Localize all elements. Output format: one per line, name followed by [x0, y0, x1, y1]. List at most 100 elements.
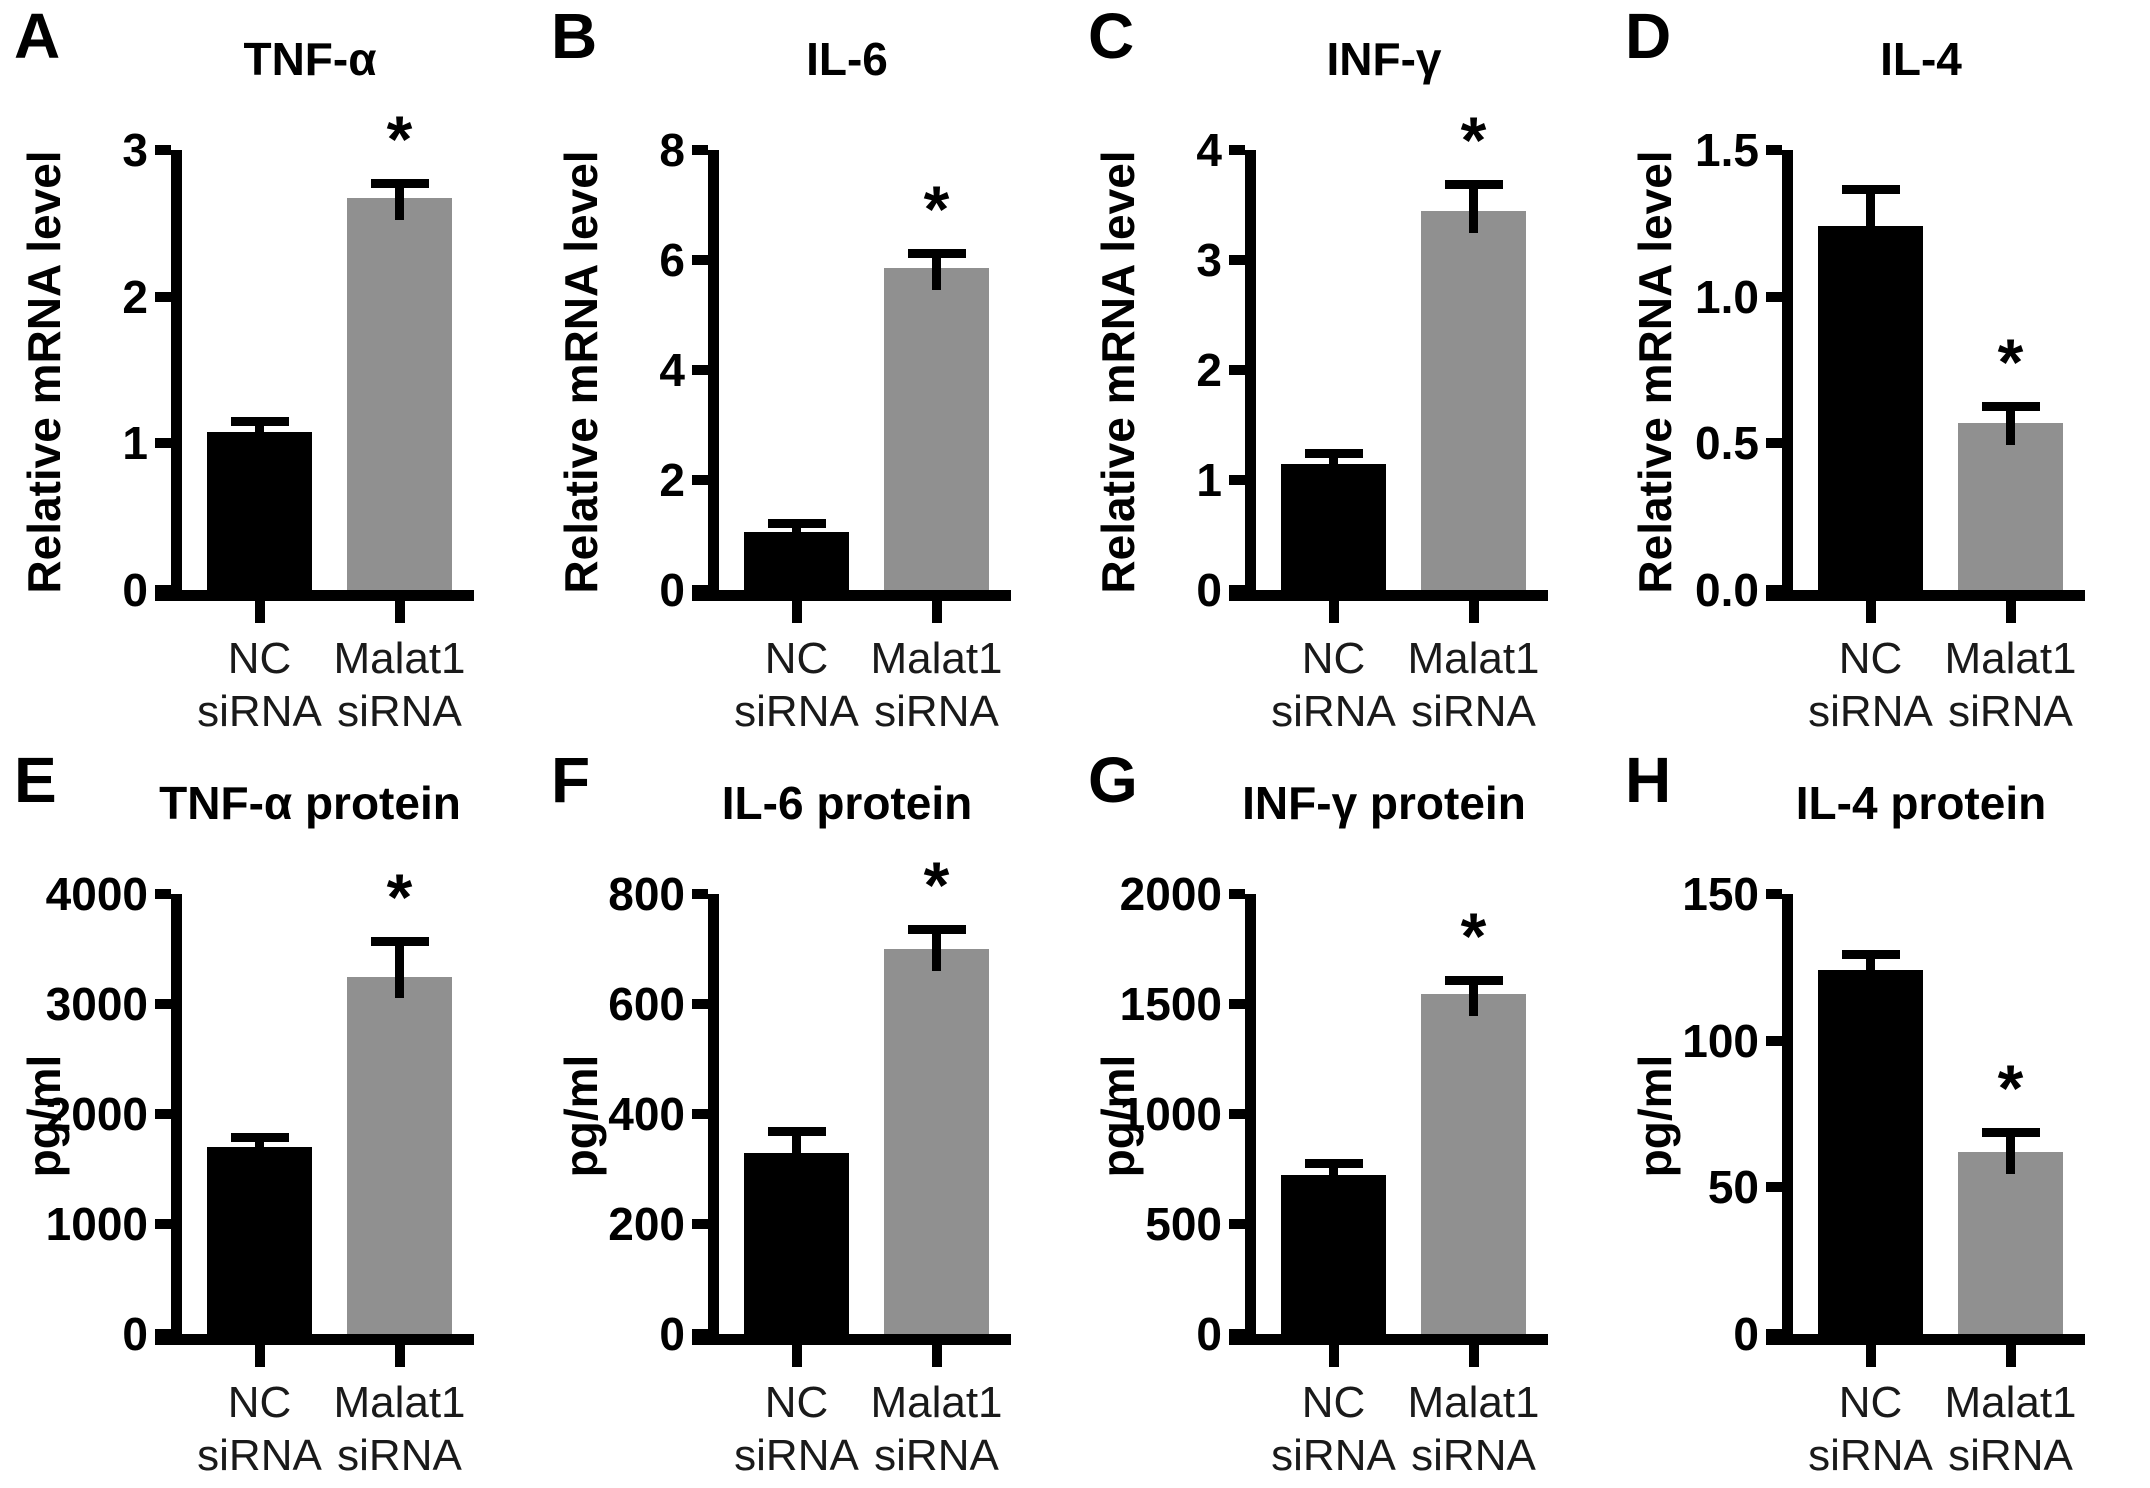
- x-axis-tick: [1468, 1345, 1479, 1367]
- panel-letter: H: [1625, 744, 1672, 816]
- bar-nc-sirna: [207, 1147, 312, 1334]
- panel-letter: G: [1088, 744, 1138, 816]
- chart-panel: H IL-4 protein pg/ml 150 100 50 0 NC siRNA * Ma…: [1611, 744, 2148, 1488]
- x-axis-tick: [2005, 1345, 2016, 1367]
- x-tick-label-line: siRNA: [1411, 687, 1536, 736]
- panel-letter: F: [551, 744, 591, 816]
- y-tick-label: 3000: [45, 978, 148, 1030]
- error-bar-stem: [1469, 981, 1478, 1017]
- x-tick-label-line: NC: [764, 634, 829, 683]
- y-tick-label: 0.0: [1695, 564, 1759, 616]
- y-tick-label: 0: [659, 564, 685, 616]
- error-bar-stem: [395, 184, 404, 221]
- y-axis-tick: [1229, 585, 1245, 595]
- error-bar-cap: [1841, 949, 1900, 959]
- x-tick-label-line: siRNA: [1948, 1431, 2073, 1480]
- y-axis-tick: [692, 475, 708, 485]
- y-axis-tick: [1766, 1329, 1782, 1339]
- x-tick-label-line: siRNA: [1411, 1431, 1536, 1480]
- y-tick-label: 8: [659, 124, 685, 176]
- y-axis-tick: [155, 291, 171, 302]
- y-tick-label: 0: [1733, 1308, 1759, 1360]
- y-tick-label: 4: [1196, 124, 1222, 176]
- y-tick-label: 1.0: [1695, 270, 1759, 323]
- y-axis-tick: [1766, 291, 1782, 302]
- y-axis-tick: [692, 999, 708, 1009]
- significance-asterisk: *: [1460, 899, 1487, 974]
- y-tick-label: 200: [608, 1198, 685, 1250]
- error-bar-cap: [767, 519, 826, 529]
- bar-nc-sirna: [1818, 970, 1923, 1334]
- x-tick-label: NC siRNA: [1214, 1376, 1454, 1482]
- error-bar-stem: [255, 1137, 264, 1169]
- error-bar-stem: [792, 1132, 801, 1175]
- plot-area: 4 3 2 1 0 NC siRNA * Malat1 siRNA: [1196, 103, 1548, 736]
- y-axis-tick: [1229, 1109, 1245, 1119]
- x-tick-label-line: siRNA: [874, 1431, 999, 1480]
- x-axis-line: [1229, 590, 1548, 601]
- x-tick-label-line: siRNA: [337, 1431, 462, 1480]
- x-tick-label-line: siRNA: [197, 1431, 322, 1480]
- y-axis-line: [1245, 894, 1256, 1345]
- x-tick-label: NC siRNA: [677, 632, 917, 738]
- y-tick-label: 2: [1196, 344, 1222, 396]
- x-tick-label-line: siRNA: [1808, 1431, 1933, 1480]
- x-axis-line: [155, 1334, 474, 1345]
- bar-malat1-sirna: [884, 949, 989, 1334]
- y-axis-tick: [155, 1219, 171, 1229]
- error-bar-cap: [370, 936, 429, 946]
- x-axis-line: [692, 590, 1011, 601]
- x-axis-tick: [791, 1345, 802, 1367]
- y-tick-label: 3: [122, 124, 148, 176]
- error-bar-stem: [1866, 190, 1875, 249]
- y-axis-tick: [1229, 999, 1245, 1009]
- x-axis-line: [1229, 1334, 1548, 1345]
- x-tick-label-line: Malat1: [870, 1378, 1003, 1427]
- x-tick-label: Malat1 siRNA: [817, 632, 1057, 738]
- error-bar-stem: [932, 929, 941, 971]
- significance-asterisk: *: [386, 102, 413, 177]
- x-tick-label: Malat1 siRNA: [817, 1376, 1057, 1482]
- y-axis-tick: [1766, 1035, 1782, 1046]
- error-bar-cap: [1981, 402, 2040, 412]
- y-axis-tick: [1229, 889, 1245, 899]
- y-tick-label: 0: [122, 1308, 148, 1360]
- x-axis-line: [692, 1334, 1011, 1345]
- error-bar-cap: [907, 924, 966, 934]
- error-bar-stem: [255, 421, 264, 454]
- x-tick-label-line: NC: [1301, 1378, 1366, 1427]
- x-axis-tick: [1328, 1345, 1339, 1367]
- chart-title: TNF-α protein: [159, 777, 461, 829]
- y-axis-tick: [155, 1109, 171, 1119]
- panel-letter: D: [1625, 0, 1672, 72]
- y-axis-tick: [1229, 1329, 1245, 1339]
- chart-panel: C INF-γ Relative mRNA level 4 3 2 1 0 NC siRNA…: [1074, 0, 1611, 744]
- y-axis-tick: [155, 889, 171, 899]
- panel-letter: A: [14, 0, 61, 72]
- y-axis-line: [708, 894, 719, 1345]
- x-tick-label-line: NC: [1301, 634, 1366, 683]
- y-axis-tick: [1229, 365, 1245, 375]
- x-tick-label-line: siRNA: [337, 687, 462, 736]
- error-bar-cap: [1304, 1158, 1363, 1168]
- y-axis-line: [171, 894, 182, 1345]
- error-bar-cap: [1304, 449, 1363, 458]
- error-bar-stem: [1866, 954, 1875, 993]
- y-axis-tick: [1766, 889, 1782, 899]
- y-axis-tick: [692, 1109, 708, 1119]
- y-tick-label: 400: [608, 1088, 685, 1140]
- y-tick-label: 2000: [1119, 868, 1222, 920]
- error-bar-stem: [932, 254, 941, 291]
- error-bar-cap: [370, 179, 429, 189]
- x-axis-line: [1766, 1334, 2085, 1345]
- y-tick-label: 0.5: [1695, 417, 1759, 470]
- y-axis-tick: [1229, 1219, 1245, 1229]
- x-axis-tick: [791, 601, 802, 623]
- x-tick-label-line: siRNA: [734, 687, 859, 736]
- x-tick-label: Malat1 siRNA: [1891, 1376, 2131, 1482]
- plot-area: 800 600 400 200 0 NC siRNA * Malat1 siRNA: [608, 848, 1011, 1480]
- y-tick-label: 1: [122, 417, 148, 470]
- x-tick-label-line: siRNA: [874, 687, 999, 736]
- y-tick-label: 0: [122, 564, 148, 616]
- y-tick-label: 100: [1682, 1014, 1759, 1067]
